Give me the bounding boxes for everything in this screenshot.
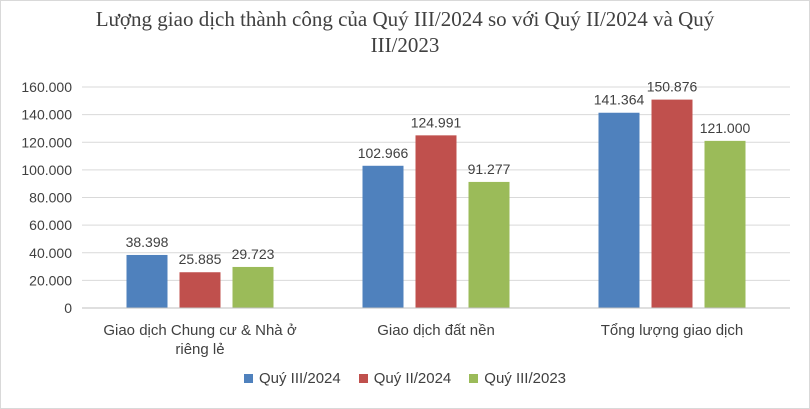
bar <box>651 99 693 308</box>
y-tick-label: 40.000 <box>29 245 72 261</box>
category-label: Giao dịch đất nền <box>377 322 495 339</box>
data-label: 150.876 <box>647 79 698 95</box>
category-label: Tổng lượng giao dịch <box>601 322 743 339</box>
y-tick-label: 120.000 <box>21 134 72 150</box>
data-label: 121.000 <box>700 120 751 136</box>
y-tick-label: 20.000 <box>29 272 72 288</box>
bar <box>362 165 404 308</box>
legend-swatch <box>469 374 479 383</box>
data-label: 29.723 <box>232 246 275 262</box>
legend-item: Quý III/2024 <box>244 370 341 387</box>
bar <box>232 266 274 308</box>
data-label: 25.885 <box>179 251 222 267</box>
bar <box>179 272 221 308</box>
data-label: 102.966 <box>358 145 409 161</box>
bar <box>704 140 746 308</box>
legend-swatch <box>358 374 368 383</box>
bar <box>468 181 510 308</box>
category-label: Giao dịch Chung cư & Nhà ở <box>103 322 296 339</box>
y-tick-label: 80.000 <box>29 190 72 206</box>
data-label: 38.398 <box>126 234 169 250</box>
legend-label: Quý II/2024 <box>373 370 452 387</box>
chart-title: Lượng giao dịch thành công của Quý III/2… <box>95 7 715 57</box>
y-tick-label: 160.000 <box>21 79 72 95</box>
legend-item: Quý II/2024 <box>358 370 452 387</box>
bar <box>415 135 457 308</box>
data-label: 91.277 <box>468 161 511 177</box>
legend-swatch <box>244 374 253 383</box>
y-tick-label: 100.000 <box>21 162 72 178</box>
legend-label: Quý III/2024 <box>259 370 341 387</box>
bar <box>598 112 640 309</box>
y-tick-label: 60.000 <box>29 217 72 233</box>
bar <box>126 254 168 308</box>
legend-label: Quý III/2023 <box>484 370 566 387</box>
legend-item: Quý III/2023 <box>469 370 566 387</box>
category-label: riêng lẻ <box>175 341 224 358</box>
y-tick-label: 0 <box>64 300 72 316</box>
data-label: 124.991 <box>411 114 462 130</box>
y-tick-label: 140.000 <box>21 107 72 123</box>
data-label: 141.364 <box>594 92 645 108</box>
legend: Quý III/2024 Quý II/2024 Quý III/2023 <box>0 370 810 387</box>
